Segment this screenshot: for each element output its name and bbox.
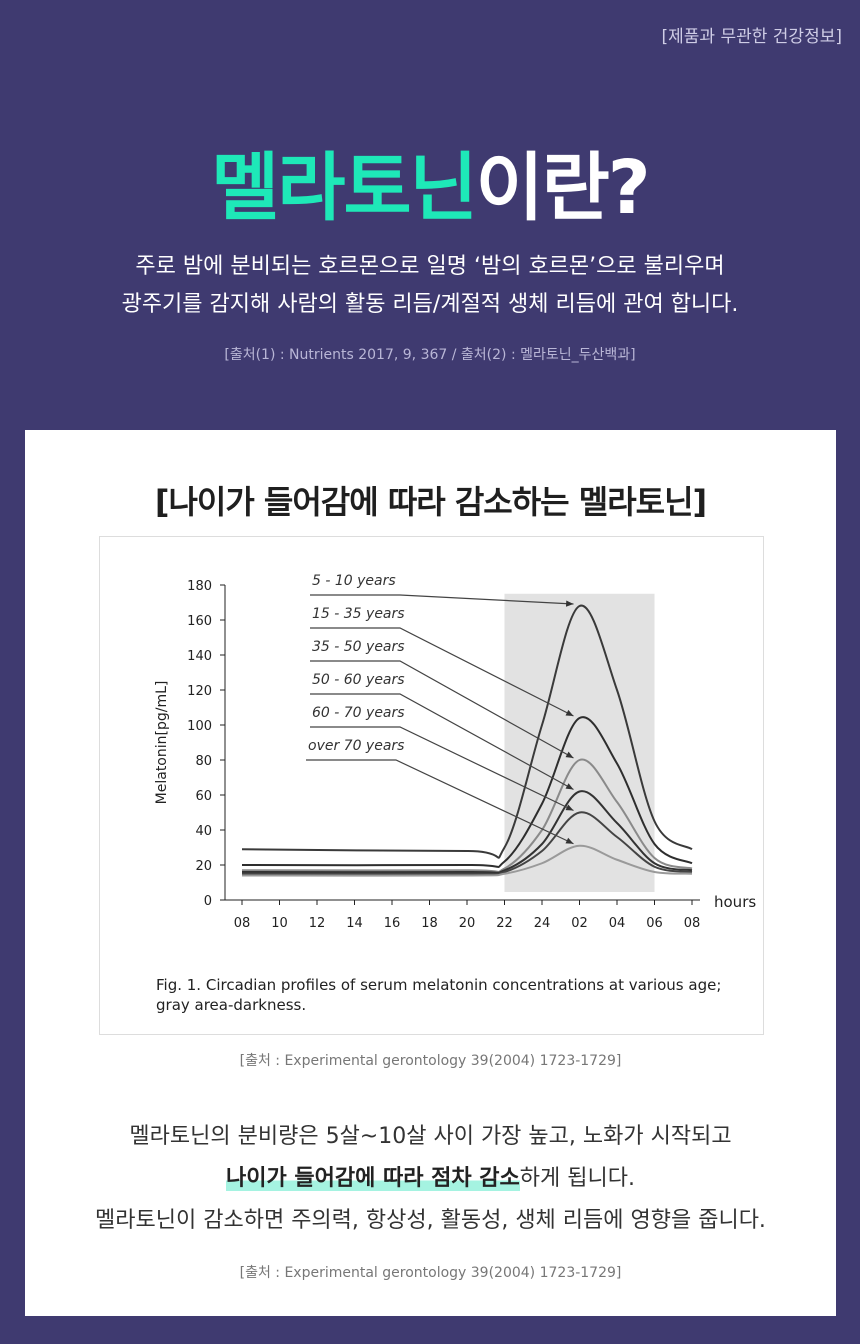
x-tick-label: 10 bbox=[271, 916, 288, 931]
y-tick-label: 20 bbox=[195, 859, 212, 874]
x-tick-label: 24 bbox=[534, 916, 551, 931]
series-line bbox=[241, 604, 693, 859]
series-label: over 70 years bbox=[308, 738, 404, 754]
series-line bbox=[241, 758, 693, 873]
source-citation-2: [출처 : Experimental gerontology 39(2004) … bbox=[239, 1053, 622, 1069]
x-tick-label: 08 bbox=[234, 916, 251, 931]
x-tick-label: 02 bbox=[571, 916, 588, 931]
figure-caption: Fig. 1. Circadian profiles of serum mela… bbox=[156, 975, 756, 1015]
highlight-text: 나이가 들어감에 따라 점차 감소 bbox=[226, 1166, 520, 1191]
x-tick-label: 12 bbox=[309, 916, 326, 931]
y-tick-label: 140 bbox=[187, 649, 212, 664]
y-tick-label: 100 bbox=[187, 719, 212, 734]
x-tick-label: 18 bbox=[421, 916, 438, 931]
intro-line-1: 주로 밤에 분비되는 호르몬으로 일명 ‘밤의 호르몬’으로 불리우며 bbox=[135, 254, 725, 279]
intro-line-2: 광주기를 감지해 사람의 활동 리듬/계절적 생체 리듬에 관여 합니다. bbox=[121, 292, 739, 317]
x-axis-label: hours bbox=[714, 893, 756, 911]
series-label: 15 - 35 years bbox=[312, 606, 405, 622]
y-tick-label: 0 bbox=[204, 894, 212, 909]
x-tick-label: 04 bbox=[609, 916, 626, 931]
intro-text: 주로 밤에 분비되는 호르몬으로 일명 ‘밤의 호르몬’으로 불리우며 광주기를… bbox=[0, 248, 860, 324]
series-arrowhead bbox=[565, 783, 574, 790]
series-line bbox=[241, 811, 693, 876]
title-rest: 이란? bbox=[475, 145, 651, 231]
series-label: 60 - 70 years bbox=[312, 705, 405, 721]
y-tick-label: 40 bbox=[195, 824, 212, 839]
source-citation-1: [출처(1) : Nutrients 2017, 9, 367 / 출처(2) … bbox=[224, 347, 636, 363]
series-leader-line bbox=[310, 693, 574, 791]
y-tick-label: 160 bbox=[187, 614, 212, 629]
caption-line-2: gray area-darkness. bbox=[156, 996, 307, 1014]
summary-text: 멜라토닌의 분비량은 5살~10살 사이 가장 높고, 노화가 시작되고 나이가… bbox=[25, 1116, 836, 1242]
series-leader-line bbox=[306, 759, 574, 845]
series-arrowhead bbox=[565, 709, 574, 716]
card-title: [나이가 들어감에 따라 감소하는 멜라토닌] bbox=[154, 483, 707, 521]
source-citation-3: [출처 : Experimental gerontology 39(2004) … bbox=[239, 1265, 622, 1281]
series-label: 50 - 60 years bbox=[312, 672, 405, 688]
x-tick-label: 22 bbox=[496, 916, 513, 931]
melatonin-card: [나이가 들어감에 따라 감소하는 멜라토닌] 0 20 40 60 80 100 120 1… bbox=[25, 430, 836, 1316]
series-line bbox=[241, 716, 693, 868]
caption-line-1: Fig. 1. Circadian profiles of serum mela… bbox=[156, 976, 722, 994]
series-label: 5 - 10 years bbox=[312, 573, 396, 589]
series-arrowhead bbox=[565, 600, 574, 607]
series-arrowhead bbox=[565, 804, 574, 811]
title-accent: 멜라토닌 bbox=[211, 145, 477, 231]
series-arrowhead bbox=[565, 837, 574, 844]
x-tick-label: 08 bbox=[684, 916, 701, 931]
y-tick-label: 80 bbox=[195, 754, 212, 769]
x-tick-label: 14 bbox=[346, 916, 363, 931]
x-tick-label: 16 bbox=[384, 916, 401, 931]
page-title: 멜라토닌이란? bbox=[0, 128, 860, 235]
y-tick-label: 120 bbox=[187, 684, 212, 699]
summary-line-1: 멜라토닌의 분비량은 5살~10살 사이 가장 높고, 노화가 시작되고 bbox=[129, 1124, 732, 1149]
darkness-band bbox=[504, 593, 655, 892]
series-leader-line bbox=[310, 660, 574, 759]
summary-line-2-rest: 하게 됩니다. bbox=[519, 1166, 635, 1191]
series-line bbox=[241, 790, 693, 874]
series-leader-line bbox=[310, 594, 574, 605]
series-leader-line bbox=[310, 627, 574, 717]
series-arrowhead bbox=[565, 751, 574, 758]
summary-line-3: 멜라토닌이 감소하면 주의력, 항상성, 활동성, 생체 리듬에 영향을 줍니다… bbox=[95, 1208, 766, 1233]
y-tick-label: 60 bbox=[195, 789, 212, 804]
chart-container: 0 20 40 60 80 100 120 140 160 180 08 10 12 14 16 18 20 22… bbox=[99, 536, 764, 1035]
series-line bbox=[241, 844, 693, 877]
summary-line-2: 나이가 들어감에 따라 점차 감소하게 됩니다. bbox=[25, 1158, 836, 1200]
series-leader-line bbox=[310, 726, 574, 812]
y-axis-label: Melatonin[pg/mL] bbox=[154, 681, 170, 805]
x-tick-label: 20 bbox=[459, 916, 476, 931]
disclaimer-note: [제품과 무관한 건강정보] bbox=[661, 27, 842, 47]
y-tick-label: 180 bbox=[187, 579, 212, 594]
x-tick-label: 06 bbox=[646, 916, 663, 931]
series-label: 35 - 50 years bbox=[312, 639, 405, 655]
